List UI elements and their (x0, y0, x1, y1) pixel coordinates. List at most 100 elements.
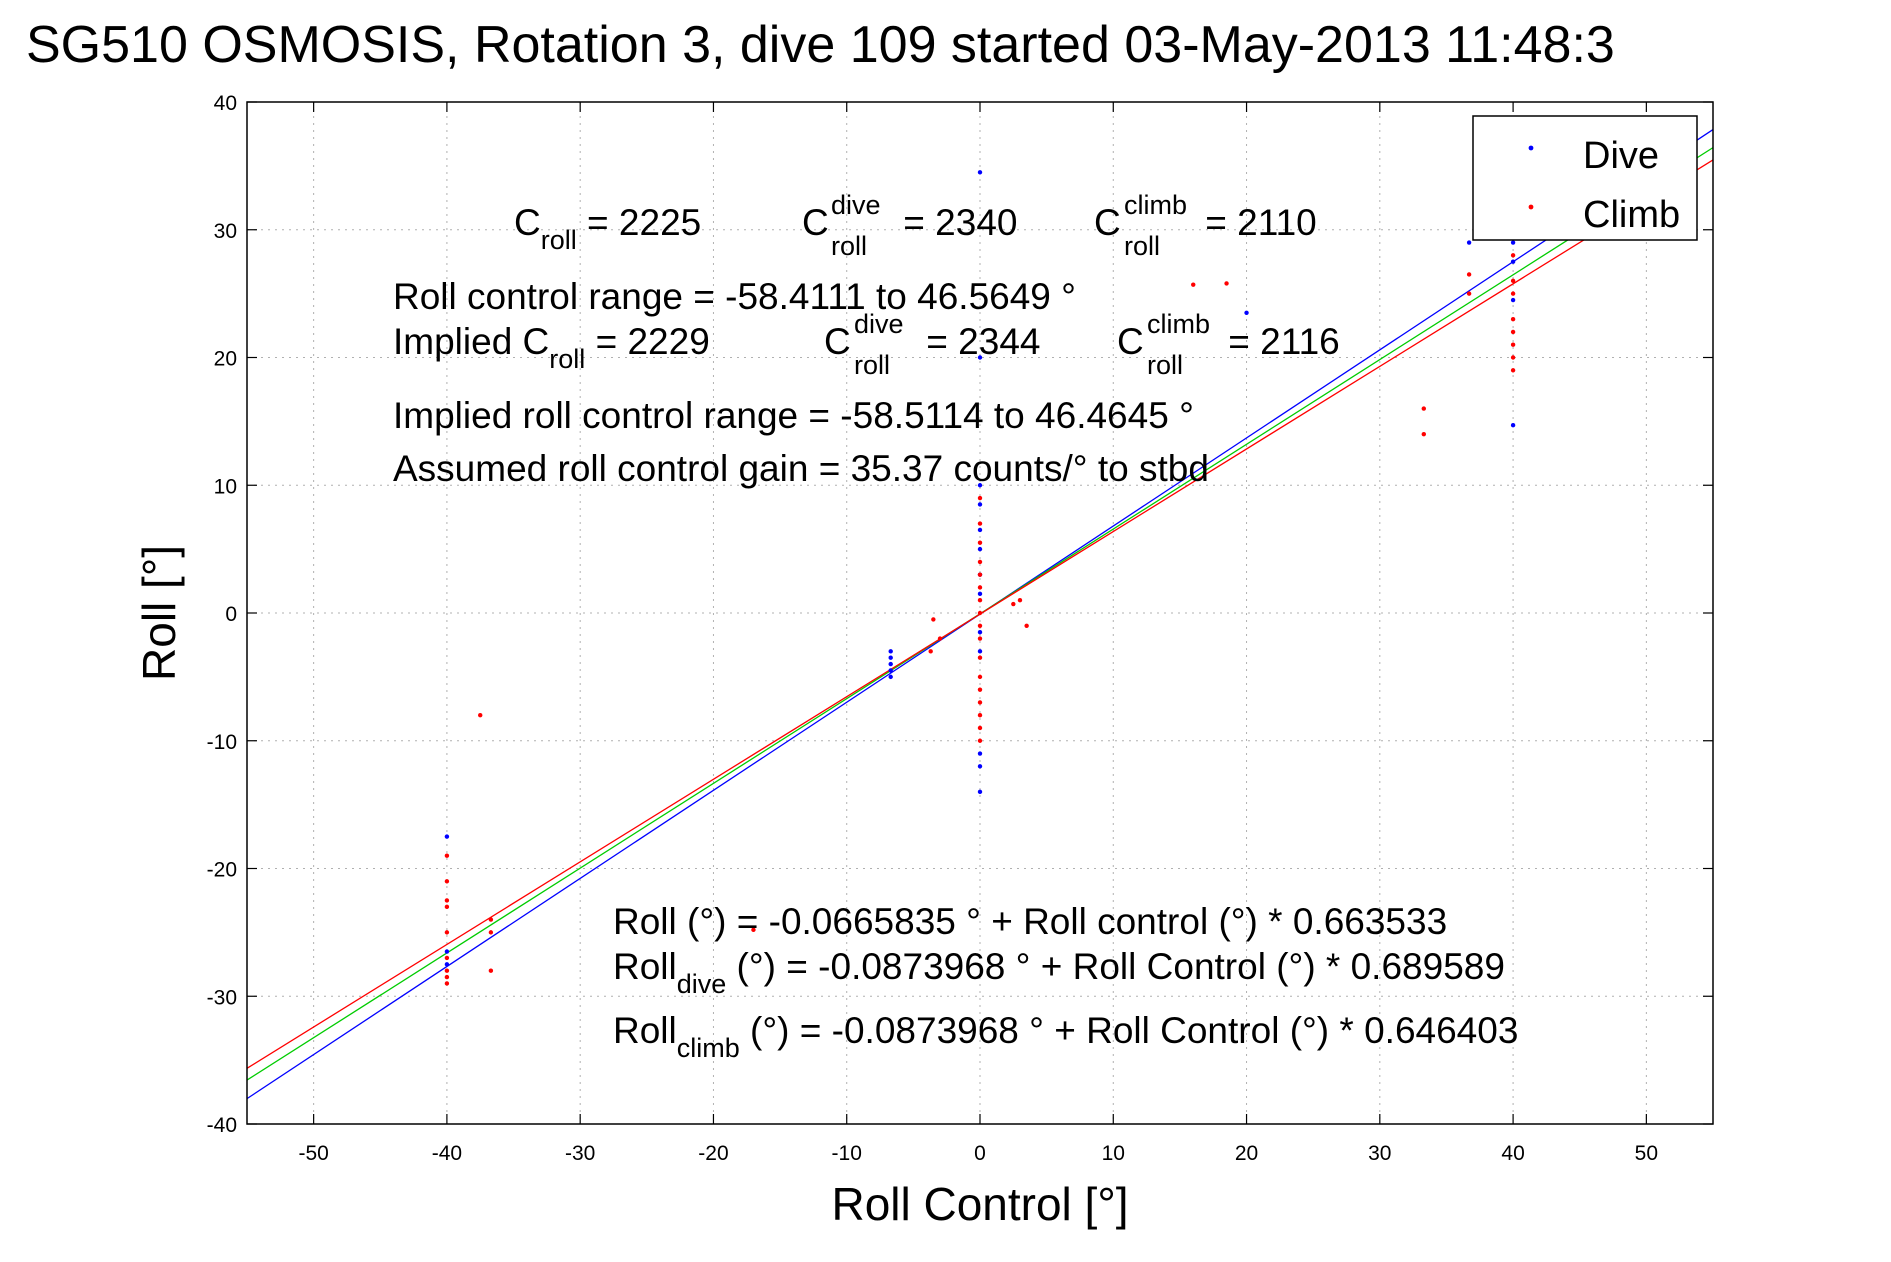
data-point-dive (1466, 240, 1472, 245)
y-tick-label: 40 (214, 92, 237, 115)
chart-title: SG510 OSMOSIS, Rotation 3, dive 109 star… (26, 16, 1615, 74)
series-dive (444, 170, 1516, 967)
data-point-climb (1510, 278, 1516, 284)
data-point-climb (444, 853, 450, 858)
legend-box (1472, 115, 1698, 241)
x-tick-label: -20 (698, 1142, 728, 1165)
data-point-climb (444, 974, 450, 980)
data-point-dive (888, 674, 893, 680)
data-point-climb (1466, 272, 1472, 277)
data-point-climb (977, 700, 983, 705)
x-tick-label: 10 (1102, 1142, 1125, 1165)
data-point-climb (977, 572, 983, 577)
data-point-dive (888, 649, 893, 654)
data-point-climb (444, 968, 450, 973)
x-tick-label: 40 (1501, 1142, 1524, 1165)
x-tick-label: -10 (832, 1142, 862, 1165)
data-point-dive (888, 661, 893, 667)
data-point-climb (977, 495, 983, 501)
data-points (444, 170, 1516, 986)
y-tick-label: 0 (225, 603, 237, 626)
data-point-dive (1244, 310, 1249, 315)
data-point-climb (937, 636, 943, 641)
data-point-climb (1510, 355, 1516, 360)
data-point-dive (977, 751, 983, 756)
annotation-implied-range: Implied roll control range = -58.5114 to… (393, 395, 1194, 436)
x-tick-label: -40 (432, 1142, 462, 1165)
y-tick-label: -20 (207, 859, 237, 882)
data-point-climb (444, 981, 450, 986)
data-point-climb (1024, 623, 1029, 628)
data-point-dive (977, 629, 983, 635)
x-tick-label: 0 (974, 1142, 986, 1165)
data-point-climb (977, 559, 983, 565)
data-point-dive (977, 170, 983, 175)
y-tick-label: 10 (214, 475, 237, 498)
data-point-dive (977, 789, 983, 795)
data-point-dive (977, 502, 983, 507)
data-point-dive (1510, 297, 1516, 303)
data-point-climb (977, 713, 983, 718)
data-point-climb (977, 585, 983, 590)
y-tick-label: 20 (214, 348, 237, 371)
data-point-dive (1510, 240, 1516, 245)
data-point-dive (444, 962, 450, 967)
data-point-climb (977, 540, 983, 545)
data-point-climb (1421, 406, 1426, 411)
y-tick-label: 30 (214, 220, 237, 243)
x-tick-label: -30 (565, 1142, 595, 1165)
legend-climb-label: Climb (1583, 194, 1680, 236)
data-point-dive (1510, 423, 1516, 428)
data-point-climb (1191, 282, 1196, 287)
data-point-climb (977, 610, 983, 616)
data-point-dive (977, 355, 983, 360)
data-point-climb (1017, 598, 1023, 603)
data-point-climb (977, 674, 983, 680)
data-point-climb (977, 738, 983, 743)
legend-dive-label: Dive (1583, 135, 1659, 177)
data-point-dive (977, 649, 983, 654)
data-point-climb (751, 927, 756, 933)
data-point-dive (977, 764, 983, 769)
data-point-dive (888, 655, 893, 660)
x-tick-label: 50 (1635, 1142, 1658, 1165)
data-point-climb (1510, 291, 1516, 296)
annotation-fit-climb: Rollclimb (°) = -0.0873968 ° + Roll Cont… (613, 1010, 1518, 1063)
data-point-climb (977, 636, 983, 641)
grid (247, 101, 1713, 1125)
data-point-dive (444, 834, 450, 839)
y-tick-label: -10 (207, 731, 237, 754)
data-point-climb (928, 649, 933, 654)
data-point-climb (1421, 431, 1426, 437)
data-point-climb (444, 904, 450, 910)
x-axis: -50 -40 -30 -20 -10 0 10 20 30 40 50 (298, 102, 1658, 1165)
data-point-climb (977, 655, 983, 660)
legend: Dive Climb (1472, 115, 1698, 241)
legend-climb-marker (1528, 204, 1534, 210)
x-tick-label: 30 (1368, 1142, 1391, 1165)
data-point-climb (1510, 342, 1516, 347)
data-point-climb (444, 898, 450, 903)
data-point-climb (977, 687, 983, 692)
data-point-climb (1224, 281, 1229, 286)
data-point-climb (488, 930, 494, 935)
x-tick-label: 20 (1235, 1142, 1258, 1165)
data-point-climb (488, 917, 494, 922)
data-point-dive (1510, 259, 1516, 264)
data-point-climb (931, 617, 936, 622)
series-climb (444, 253, 1516, 986)
data-point-climb (444, 955, 450, 961)
data-point-climb (1466, 291, 1472, 296)
data-point-dive (444, 949, 450, 954)
y-tick-label: -40 (207, 1114, 237, 1137)
annotation-gain: Assumed roll control gain = 35.37 counts… (393, 448, 1209, 489)
data-point-climb (478, 713, 483, 718)
data-point-dive (977, 527, 983, 533)
data-point-climb (488, 968, 494, 973)
annotation-range: Roll control range = -58.4111 to 46.5649… (393, 276, 1076, 317)
data-point-climb (1510, 316, 1516, 322)
y-axis: -40 -30 -20 -10 0 10 20 30 40 (207, 92, 1713, 1137)
